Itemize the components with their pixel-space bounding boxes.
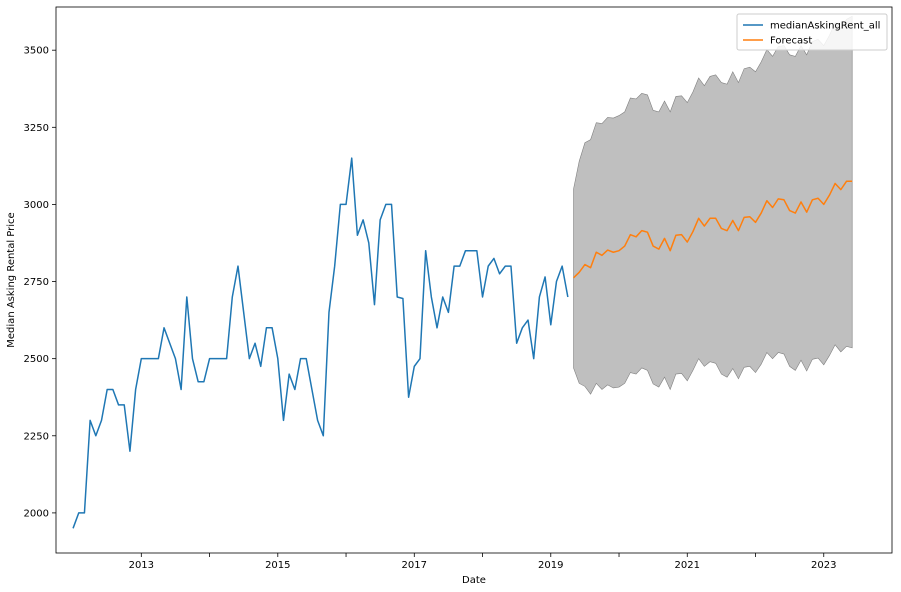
legend-entry-actual: medianAskingRent_all	[770, 21, 880, 32]
x-tick-label: 2023	[811, 560, 836, 571]
series-lines-layer	[72, 157, 853, 529]
x-tick-label: 2017	[402, 560, 427, 571]
y-tick-label: 3500	[24, 46, 49, 57]
x-axis-label: Date	[462, 575, 486, 586]
y-tick-label: 2500	[24, 354, 49, 365]
y-tick-label: 3000	[24, 200, 49, 211]
x-tick-label: 2021	[675, 560, 700, 571]
x-tick-label: 2019	[538, 560, 563, 571]
plot-frame	[55, 6, 893, 554]
legend-entry-forecast: Forecast	[770, 36, 812, 47]
legend-box	[736, 13, 888, 51]
x-tick-label: 2015	[265, 560, 290, 571]
forecast-confidence-band	[573, 15, 853, 395]
y-tick-label: 2000	[24, 508, 49, 519]
x-axis: 2013 2015 2017 2019 2021 2023	[129, 553, 836, 571]
y-tick-label: 2750	[24, 277, 49, 288]
y-tick-label: 2250	[24, 431, 49, 442]
y-tick-label: 3250	[24, 123, 49, 134]
confidence-band-layer	[573, 15, 853, 395]
y-axis-label: Median Asking Rental Price	[6, 212, 17, 347]
legend: medianAskingRent_all Forecast	[736, 13, 888, 51]
series-line-actual	[72, 157, 569, 529]
series-line-forecast	[572, 180, 853, 279]
y-axis: 2000 2250 2500 2750 3000 3250 3500	[24, 46, 56, 519]
x-tick-label: 2013	[129, 560, 154, 571]
